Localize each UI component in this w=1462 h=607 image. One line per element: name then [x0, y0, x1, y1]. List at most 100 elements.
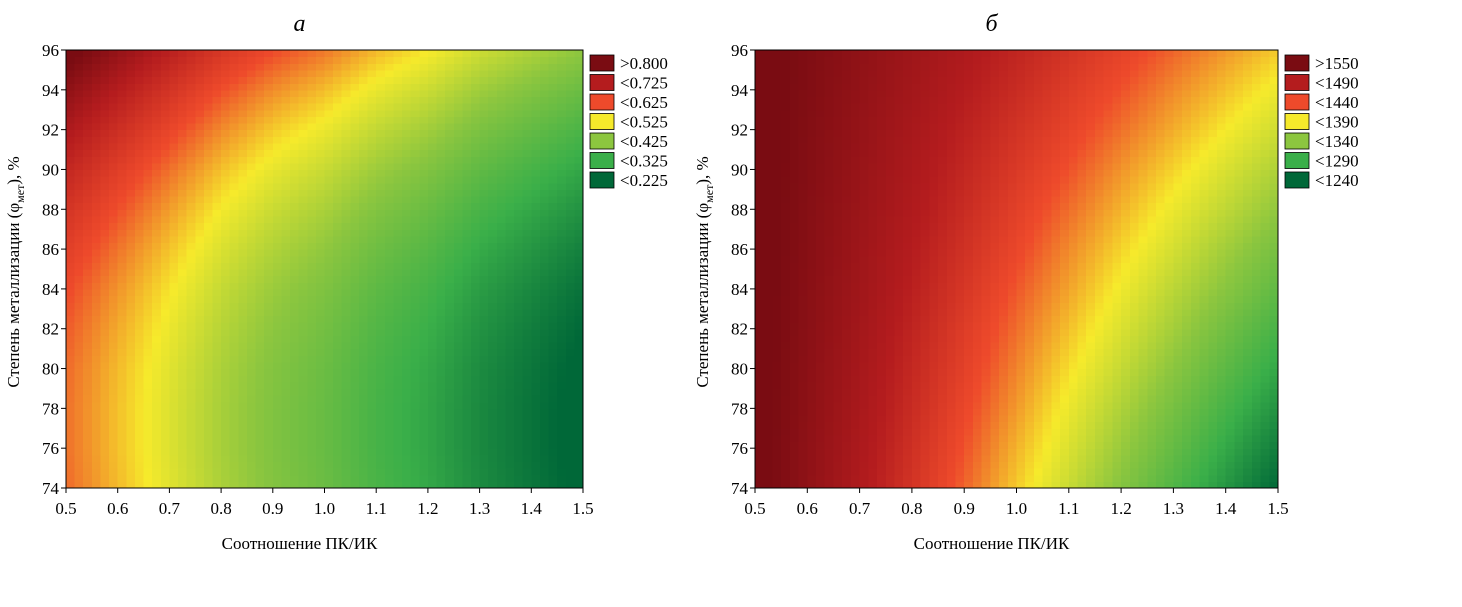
contour-cell — [1200, 448, 1209, 455]
contour-cell — [247, 335, 256, 342]
contour-cell — [135, 183, 144, 190]
contour-cell — [256, 329, 265, 336]
contour-cell — [860, 442, 869, 449]
contour-cell — [256, 143, 265, 150]
contour-cell — [462, 422, 471, 429]
contour-cell — [488, 355, 497, 362]
contour-cell — [385, 189, 394, 196]
contour-cell — [1234, 475, 1243, 482]
contour-cell — [273, 335, 282, 342]
contour-cell — [807, 468, 816, 475]
contour-cell — [126, 223, 135, 230]
contour-cell — [109, 90, 118, 97]
contour-cell — [126, 70, 135, 77]
contour-cell — [204, 183, 213, 190]
contour-cell — [144, 189, 153, 196]
contour-cell — [505, 355, 514, 362]
contour-cell — [100, 189, 109, 196]
contour-cell — [462, 309, 471, 316]
contour-cell — [471, 329, 480, 336]
contour-cell — [851, 408, 860, 415]
contour-cell — [238, 176, 247, 183]
contour-cell — [247, 156, 256, 163]
contour-cell — [402, 342, 411, 349]
contour-cell — [66, 176, 75, 183]
contour-cell — [126, 461, 135, 468]
contour-cell — [825, 388, 834, 395]
contour-cell — [109, 163, 118, 170]
contour-cell — [1252, 455, 1261, 462]
contour-cell — [471, 448, 480, 455]
contour-cell — [531, 289, 540, 296]
contour-cell — [212, 183, 221, 190]
contour-cell — [325, 369, 334, 376]
contour-cell — [947, 369, 956, 376]
contour-cell — [290, 110, 299, 117]
contour-cell — [497, 103, 506, 110]
contour-cell — [566, 57, 575, 64]
contour-cell — [574, 163, 583, 170]
contour-cell — [557, 309, 566, 316]
contour-cell — [144, 196, 153, 203]
contour-cell — [152, 282, 161, 289]
contour-cell — [126, 448, 135, 455]
contour-cell — [462, 395, 471, 402]
contour-cell — [350, 70, 359, 77]
contour-cell — [256, 123, 265, 130]
contour-cell — [290, 103, 299, 110]
contour-cell — [566, 103, 575, 110]
contour-cell — [290, 315, 299, 322]
contour-cell — [851, 461, 860, 468]
contour-cell — [230, 408, 239, 415]
contour-cell — [488, 461, 497, 468]
contour-cell — [437, 83, 446, 90]
contour-cell — [514, 130, 523, 137]
contour-cell — [488, 369, 497, 376]
contour-cell — [187, 176, 196, 183]
contour-cell — [187, 369, 196, 376]
contour-cell — [368, 103, 377, 110]
contour-cell — [1104, 468, 1113, 475]
contour-cell — [462, 136, 471, 143]
contour-cell — [497, 242, 506, 249]
contour-cell — [1139, 455, 1148, 462]
contour-cell — [109, 229, 118, 236]
contour-cell — [368, 136, 377, 143]
contour-cell — [264, 435, 273, 442]
contour-cell — [109, 289, 118, 296]
contour-cell — [195, 216, 204, 223]
contour-cell — [903, 422, 912, 429]
contour-cell — [264, 156, 273, 163]
contour-cell — [152, 335, 161, 342]
contour-cell — [1051, 428, 1060, 435]
contour-cell — [1226, 415, 1235, 422]
contour-cell — [868, 448, 877, 455]
contour-cell — [428, 103, 437, 110]
contour-cell — [842, 388, 851, 395]
contour-cell — [982, 475, 991, 482]
contour-cell — [454, 123, 463, 130]
contour-cell — [566, 116, 575, 123]
contour-cell — [238, 110, 247, 117]
contour-cell — [126, 388, 135, 395]
contour-cell — [144, 422, 153, 429]
contour-cell — [445, 236, 454, 243]
contour-cell — [212, 276, 221, 283]
contour-cell — [842, 435, 851, 442]
contour-cell — [772, 435, 781, 442]
contour-cell — [816, 475, 825, 482]
contour-cell — [212, 123, 221, 130]
contour-cell — [990, 402, 999, 409]
contour-cell — [868, 428, 877, 435]
contour-cell — [1095, 448, 1104, 455]
contour-cell — [333, 435, 342, 442]
contour-cell — [488, 229, 497, 236]
contour-cell — [238, 448, 247, 455]
contour-cell — [938, 388, 947, 395]
contour-cell — [566, 123, 575, 130]
contour-cell — [1069, 442, 1078, 449]
contour-cell — [264, 150, 273, 157]
contour-cell — [497, 448, 506, 455]
contour-cell — [471, 468, 480, 475]
contour-cell — [488, 408, 497, 415]
